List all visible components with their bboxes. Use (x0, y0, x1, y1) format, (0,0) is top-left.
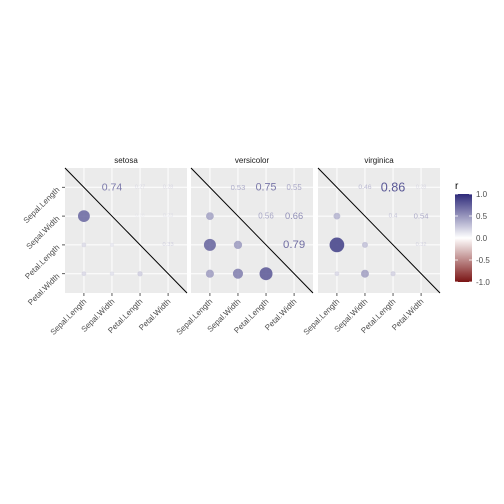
correlation-label: 0.32 (416, 242, 427, 248)
correlation-point (233, 240, 243, 250)
legend-break-label: 0.5 (476, 212, 488, 221)
correlation-label: 0.79 (283, 239, 305, 251)
correlation-label: 0.27 (135, 184, 145, 190)
correlation-label: 0.23 (163, 213, 173, 219)
legend-break-label: 0.0 (476, 234, 488, 243)
correlation-point (81, 271, 87, 277)
strip-label: virginica (364, 156, 394, 165)
correlation-label: 0.56 (258, 212, 274, 221)
strip-label: setosa (114, 156, 138, 165)
correlation-label: 0.66 (285, 211, 303, 221)
correlation-label: 0.55 (286, 183, 302, 192)
correlation-label: 0.18 (135, 213, 145, 219)
legend-colorbar (455, 194, 472, 282)
diagonal-line (64, 167, 188, 294)
correlation-point (360, 269, 369, 278)
correlation-label: 0.54 (414, 212, 430, 221)
correlation-point (206, 212, 214, 221)
correlation-point (81, 242, 87, 248)
legend-break-label: -1.0 (476, 278, 490, 287)
correlation-label: 0.53 (231, 183, 246, 192)
correlation-point (109, 271, 115, 276)
diagonal-line (317, 167, 441, 294)
correlation-point (78, 210, 90, 223)
correlation-label: 0.33 (163, 242, 174, 248)
correlation-point (137, 271, 143, 277)
correlation-point (390, 271, 396, 277)
correlation-point (109, 242, 115, 247)
correlation-label: 0.46 (358, 184, 371, 191)
correlation-label: 0.28 (416, 184, 426, 190)
correlation-point (232, 268, 244, 279)
correlation-point (329, 237, 345, 253)
correlation-point (361, 241, 368, 248)
correlation-label: 0.75 (256, 181, 277, 193)
correlation-label: 0.4 (389, 213, 398, 220)
correlation-point (333, 212, 341, 220)
legend-title: r (455, 181, 459, 192)
correlation-point (334, 271, 340, 277)
strip-label: versicolor (235, 156, 270, 165)
diagonal-line (190, 167, 314, 294)
correlation-point (205, 269, 214, 278)
correlation-label: 0.28 (163, 184, 173, 190)
correlation-point (259, 267, 273, 281)
legend-break-label: 1.0 (476, 190, 488, 199)
correlation-label: 0.74 (102, 181, 123, 193)
correlation-point (203, 238, 216, 251)
color-legend: r 1.0 0.5 0.0 -0.5 -1.0 (455, 181, 490, 287)
legend-break-label: -0.5 (476, 256, 490, 265)
correlation-label: 0.86 (381, 180, 406, 194)
